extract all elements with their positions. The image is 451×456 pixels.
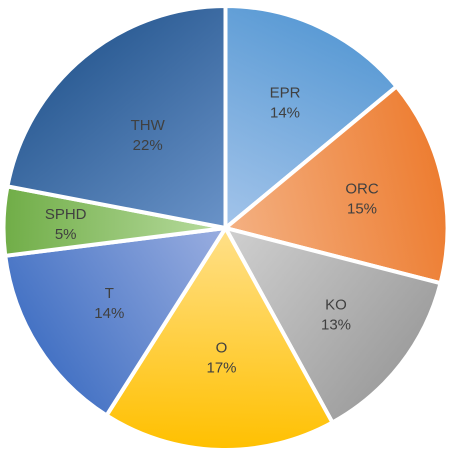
labels-layer: EPR 14% ORC 15% KO 13% O 17% T 14% SPHD 5% THW 22% xyxy=(45,85,379,377)
slice-percent-epr: 14% xyxy=(270,105,300,122)
slice-label-ko: KO xyxy=(325,297,347,314)
slice-label-thw: THW xyxy=(131,117,166,134)
pie-slice-o xyxy=(104,226,335,452)
slices-layer xyxy=(1,4,450,452)
pie-slice-ko xyxy=(223,226,443,425)
slice-percent-sphd: 5% xyxy=(55,226,77,243)
slice-label-epr: EPR xyxy=(270,85,301,102)
slice-percent-o: 17% xyxy=(206,360,236,377)
slice-label-t: T xyxy=(105,285,114,302)
slice-percent-thw: 22% xyxy=(133,137,163,154)
slice-percent-ko: 13% xyxy=(321,317,351,334)
pie-slice-t xyxy=(3,226,228,418)
slice-percent-t: 14% xyxy=(94,305,124,322)
slice-percent-orc: 15% xyxy=(347,201,377,218)
slice-label-o: O xyxy=(216,340,228,357)
pie-slice-orc xyxy=(223,84,450,286)
pie-slice-epr xyxy=(223,4,399,230)
pie-slice-thw xyxy=(5,4,228,230)
slice-label-orc: ORC xyxy=(345,181,379,198)
slice-label-sphd: SPHD xyxy=(45,206,87,223)
